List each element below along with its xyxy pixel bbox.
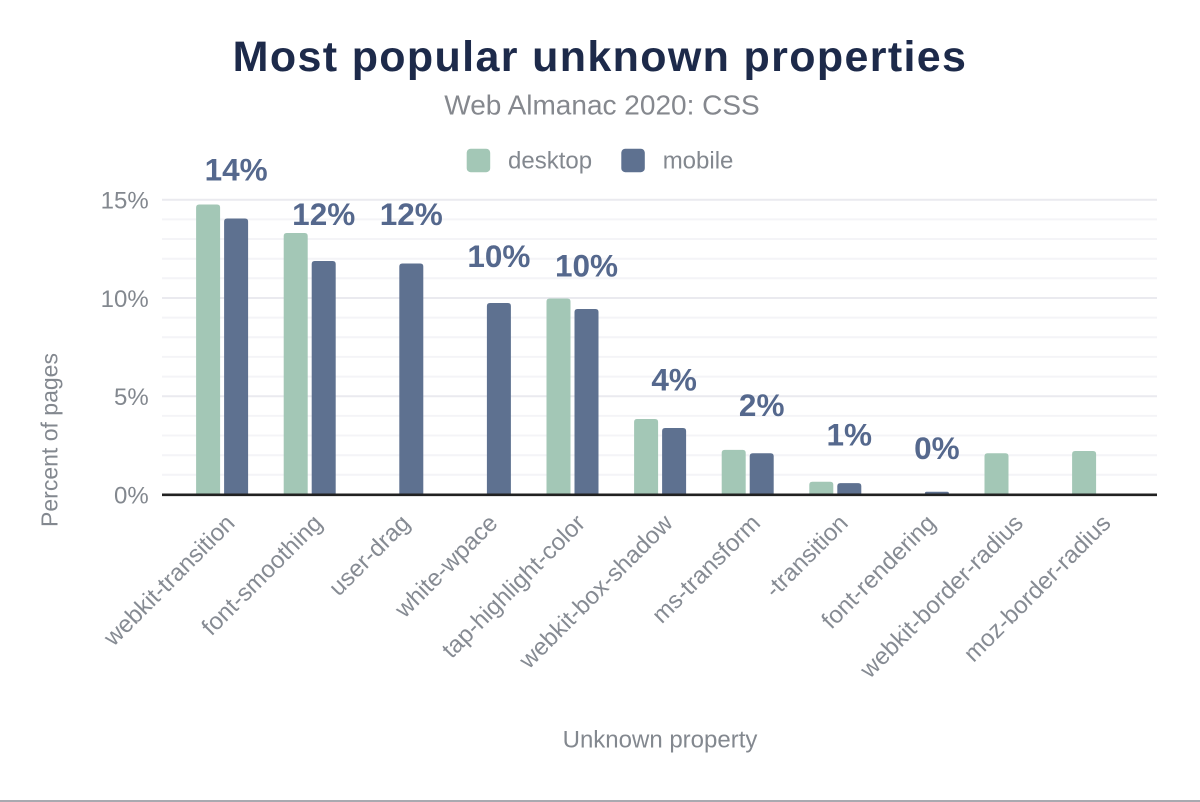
- svg-text:0%: 0%: [914, 430, 960, 466]
- svg-text:15%: 15%: [101, 188, 149, 215]
- svg-text:2%: 2%: [739, 387, 785, 423]
- svg-text:1%: 1%: [827, 417, 873, 453]
- svg-text:0%: 0%: [114, 483, 149, 510]
- svg-text:mobile: mobile: [663, 148, 734, 175]
- svg-text:5%: 5%: [114, 384, 149, 411]
- svg-text:14%: 14%: [205, 152, 268, 188]
- svg-text:Percent of pages: Percent of pages: [37, 353, 63, 527]
- svg-text:Most popular unknown propertie: Most popular unknown properties: [233, 33, 968, 81]
- svg-text:Web Almanac 2020: CSS: Web Almanac 2020: CSS: [444, 90, 759, 121]
- svg-text:12%: 12%: [292, 196, 355, 232]
- svg-text:10%: 10%: [101, 286, 149, 313]
- svg-text:12%: 12%: [380, 196, 443, 232]
- svg-text:10%: 10%: [555, 248, 618, 284]
- svg-text:Unknown property: Unknown property: [563, 727, 758, 754]
- svg-text:4%: 4%: [651, 362, 697, 398]
- svg-text:desktop: desktop: [508, 148, 592, 175]
- svg-text:10%: 10%: [467, 238, 530, 274]
